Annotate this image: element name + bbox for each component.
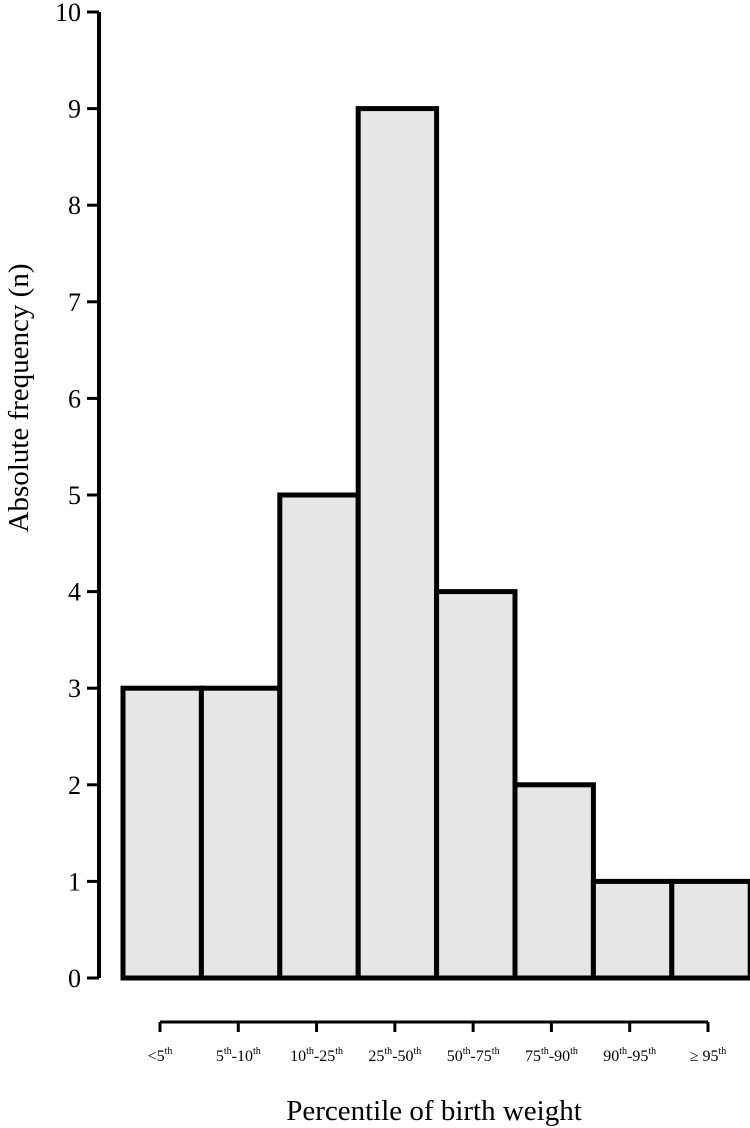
- y-tick-label: 1: [68, 867, 81, 896]
- bar: [590, 878, 675, 981]
- bar: [669, 878, 750, 981]
- bar: [512, 782, 596, 981]
- x-axis-title: Percentile of birth weight: [286, 1095, 582, 1127]
- y-tick-label: 5: [68, 481, 81, 510]
- y-tick-label: 0: [68, 964, 81, 993]
- y-axis-title: Absolute frequency (n): [3, 264, 35, 533]
- y-tick-label: 8: [68, 191, 81, 220]
- x-axis: <5th 5th-10th 10th-25th 25th-50th 50th-75th 7…: [148, 1020, 727, 1065]
- y-tick-label: 2: [68, 771, 81, 800]
- y-tick-label: 9: [68, 95, 81, 124]
- bar: [198, 685, 283, 981]
- y-tick-label: 3: [68, 674, 81, 703]
- x-tick-label: 90th-95th: [603, 1046, 656, 1065]
- x-tick-label: 75th-90th: [525, 1046, 578, 1065]
- x-tick-label: 5th-10th: [216, 1046, 261, 1065]
- x-tick-label: 50th-75th: [447, 1046, 500, 1065]
- bar: [434, 589, 518, 981]
- bar: [277, 492, 361, 981]
- y-tick-label: 10: [55, 0, 81, 27]
- y-axis: 0 1 2 3 4 5 6 7 8 9 10: [55, 0, 101, 993]
- y-tick-label: 4: [68, 578, 81, 607]
- x-tick-label: 10th-25th: [290, 1046, 343, 1065]
- y-tick-label: 6: [68, 384, 81, 413]
- y-tick-label: 7: [68, 288, 81, 317]
- x-tick-label: <5th: [148, 1046, 173, 1065]
- x-tick-label: 25th-50th: [368, 1046, 421, 1065]
- bar: [120, 685, 204, 981]
- bars: [120, 106, 750, 981]
- bar: [355, 106, 440, 981]
- x-tick-label: ≥ 95th: [690, 1046, 727, 1065]
